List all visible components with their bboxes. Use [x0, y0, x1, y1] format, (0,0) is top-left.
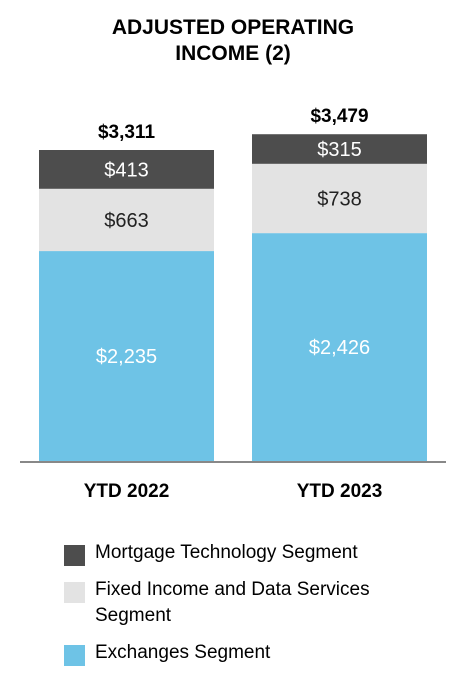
- bar-segment-2-2: [252, 163, 427, 234]
- bar-segment-1-2: [252, 233, 427, 461]
- x-tick-label-2: YTD 2023: [297, 481, 383, 502]
- data-label-1-2: $2,426: [309, 337, 370, 359]
- bar-segment-2-1: [39, 188, 214, 252]
- legend-label-1: Mortgage Technology Segment: [95, 542, 358, 563]
- total-label-1: $3,311: [98, 122, 155, 143]
- legend-swatch-1: [64, 545, 85, 566]
- x-tick-label-1: YTD 2022: [84, 481, 170, 502]
- legend-item-1: Mortgage Technology Segment: [64, 540, 370, 566]
- legend-item-3: Exchanges Segment: [64, 640, 370, 666]
- data-label-3-1: $413: [104, 159, 149, 181]
- legend-label-3: Exchanges Segment: [95, 642, 271, 663]
- data-label-2-1: $663: [104, 210, 149, 232]
- legend-swatch-3: [64, 645, 85, 666]
- chart-title-line-1: ADJUSTED OPERATING: [111, 16, 355, 39]
- chart-title: ADJUSTED OPERATING INCOME (2): [0, 15, 466, 67]
- legend-label-2: Fixed Income and Data Services Segment: [95, 579, 370, 626]
- bar-segment-3-1: [39, 150, 214, 189]
- chart-title-line-2: INCOME (2): [175, 42, 291, 65]
- data-label-2-2: $738: [317, 188, 362, 210]
- total-label-2: $3,479: [310, 106, 368, 127]
- legend-item-2: Fixed Income and Data Services Segment: [64, 577, 370, 629]
- chart-legend: Mortgage Technology Segment Fixed Income …: [64, 540, 370, 677]
- data-label-3-2: $315: [317, 139, 362, 161]
- legend-swatch-2: [64, 582, 85, 603]
- bar-segment-1-1: [39, 251, 214, 461]
- bar-segment-3-2: [252, 134, 427, 164]
- stacked-bar-chart: $2,235 $663 $413 $3,311 YTD 2022 $2,426 $738 $3…: [20, 106, 446, 502]
- data-label-1-1: $2,235: [96, 346, 157, 368]
